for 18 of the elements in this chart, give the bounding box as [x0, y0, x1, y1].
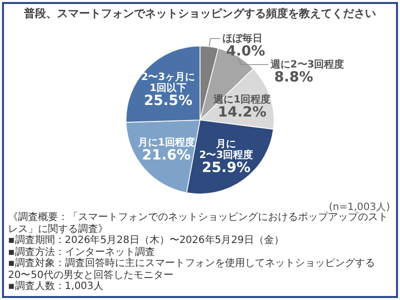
data-label: 8.8% — [274, 70, 314, 86]
text: ▪調査対象：調査回答時に主にスマートフォンを使用してネットショッピングする20〜50代の男女と回答したモニター — [8, 258, 376, 280]
text: ▪調査方法：インターネット調査 — [8, 246, 155, 258]
text: ▪調査期間：2026年5月28日（木）〜2026年5月29日（金） — [8, 235, 284, 246]
slice-label: ほぼ毎日 — [222, 32, 262, 45]
data-label: 25.9% — [202, 160, 250, 176]
slice-label: 月に1回程度 — [136, 136, 195, 148]
slice-label: 月に 2〜3回程度 — [199, 138, 254, 161]
text: ▪調査人数：1,003人 — [8, 281, 104, 292]
text: 《調査概要：「スマートフォンでのネットショッピングにおけるポップアップのストレス」に関する調査》 — [8, 212, 389, 234]
data-label: 25.5% — [144, 93, 192, 110]
slice-label: 2〜3ヶ月に 1回以下 — [141, 72, 196, 94]
chart-title: 普段、スマートフォンでネットショッピングする頻度を教えてください — [23, 6, 377, 21]
text: (n=1,003人) — [328, 201, 390, 213]
slice-label: 週に2〜3回程度 — [269, 58, 344, 71]
data-label: 21.6% — [142, 147, 191, 164]
data-label: 4.0% — [226, 44, 266, 60]
data-label: 14.2% — [218, 104, 266, 121]
